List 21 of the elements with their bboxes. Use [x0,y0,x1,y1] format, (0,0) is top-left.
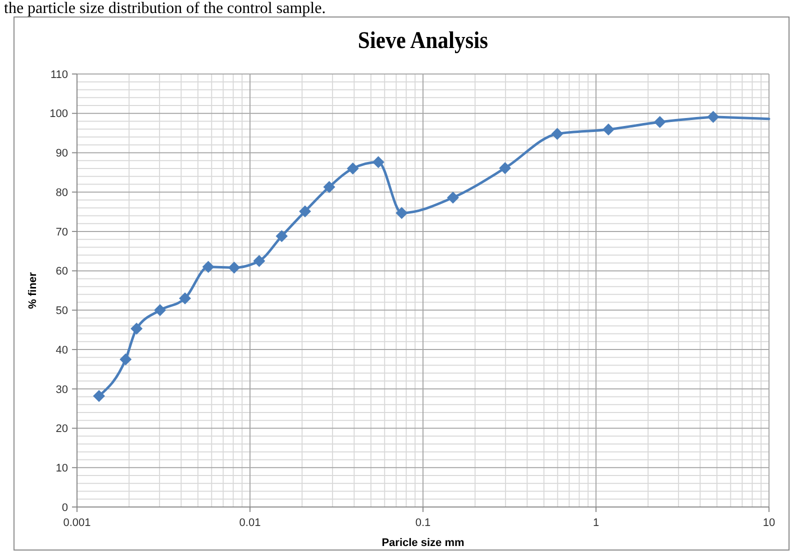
y-axis-title: % finer [27,271,39,309]
y-tick-label: 50 [56,305,68,318]
x-tick-label: 0.01 [239,517,261,529]
y-tick-label: 80 [56,186,68,199]
y-tick-label: 20 [56,423,68,436]
text: the particle size distribution of the control sample. [4,0,326,17]
y-tick-label: 40 [56,344,68,356]
y-tick-label: 110 [50,68,68,81]
x-tick-label: 1 [592,517,600,529]
y-tick-label: 0 [62,502,68,514]
y-tick-label: 60 [56,266,68,278]
y-tick-label: 30 [56,384,68,396]
x-axis-title: Paricle size mm [382,537,464,549]
x-tick-label: 0.001 [63,517,91,529]
y-tick-label: 10 [56,462,68,474]
y-tick-label: 100 [50,108,68,120]
y-tick-label: 90 [56,148,68,160]
x-tick-label: 10 [762,517,776,529]
y-tick-label: 70 [56,226,68,238]
chart-title: Sieve Analysis [358,26,488,54]
x-tick-label: 0.1 [415,517,431,529]
